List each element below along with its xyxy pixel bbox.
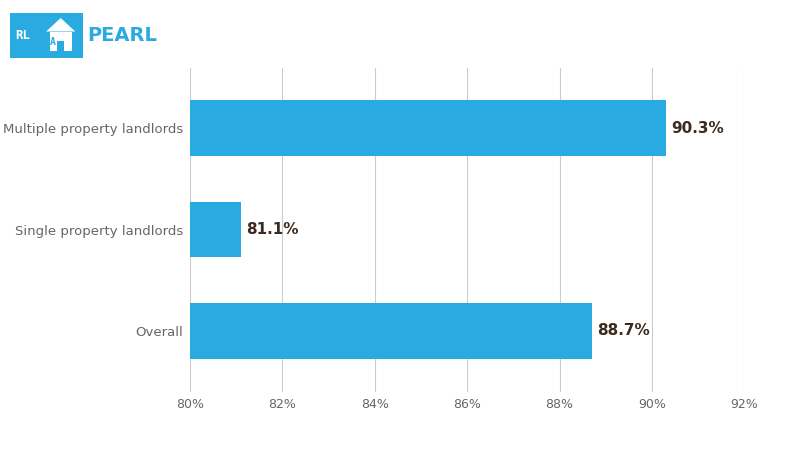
Text: 88.7%: 88.7% xyxy=(597,323,650,338)
Text: 81.1%: 81.1% xyxy=(247,222,299,237)
Polygon shape xyxy=(50,32,71,51)
Text: RL: RL xyxy=(15,29,31,41)
Polygon shape xyxy=(46,18,75,32)
FancyBboxPatch shape xyxy=(10,13,83,58)
Text: PEARL: PEARL xyxy=(87,26,157,45)
Text: A: A xyxy=(50,37,56,47)
Bar xyxy=(190,202,241,257)
Text: 90.3%: 90.3% xyxy=(671,121,724,136)
Bar xyxy=(57,41,64,51)
Bar xyxy=(190,100,666,156)
Bar xyxy=(190,303,592,359)
